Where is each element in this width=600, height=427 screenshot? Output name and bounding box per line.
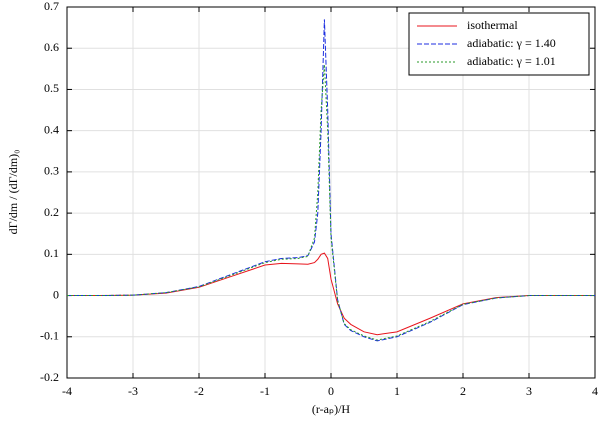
x-tick-label: 2	[460, 384, 466, 398]
y-tick-label: -0.2	[40, 370, 59, 384]
x-tick-label: -2	[194, 384, 204, 398]
y-tick-label: 0.2	[44, 205, 59, 219]
y-tick-label: 0.4	[44, 122, 59, 136]
x-tick-label: 1	[394, 384, 400, 398]
series-line	[67, 64, 595, 341]
legend-label: adiabatic: γ = 1.40	[467, 36, 556, 50]
y-tick-label: 0.6	[44, 40, 59, 54]
x-tick-label: -1	[260, 384, 270, 398]
x-tick-label: -4	[62, 384, 72, 398]
plot-frame	[66, 6, 596, 379]
x-tick-label: 4	[592, 384, 598, 398]
legend-label: adiabatic: γ = 1.01	[467, 54, 556, 68]
series-line	[67, 19, 595, 342]
x-tick-label: -3	[128, 384, 138, 398]
y-tick-label: 0.3	[44, 164, 59, 178]
y-tick-label: 0.1	[44, 246, 59, 260]
x-axis-label: (r-aₚ)/H	[312, 402, 351, 416]
series-line	[67, 252, 595, 336]
y-axis-label: dΓ/dm / (dΓ/dm)₀	[6, 150, 20, 235]
y-tick-label: -0.1	[40, 329, 59, 343]
legend-label: isothermal	[467, 18, 518, 32]
y-tick-label: 0.5	[44, 81, 59, 95]
y-tick-label: 0.7	[44, 0, 59, 13]
x-tick-label: 3	[526, 384, 532, 398]
x-tick-label: 0	[328, 384, 334, 398]
y-tick-label: 0	[53, 287, 59, 301]
